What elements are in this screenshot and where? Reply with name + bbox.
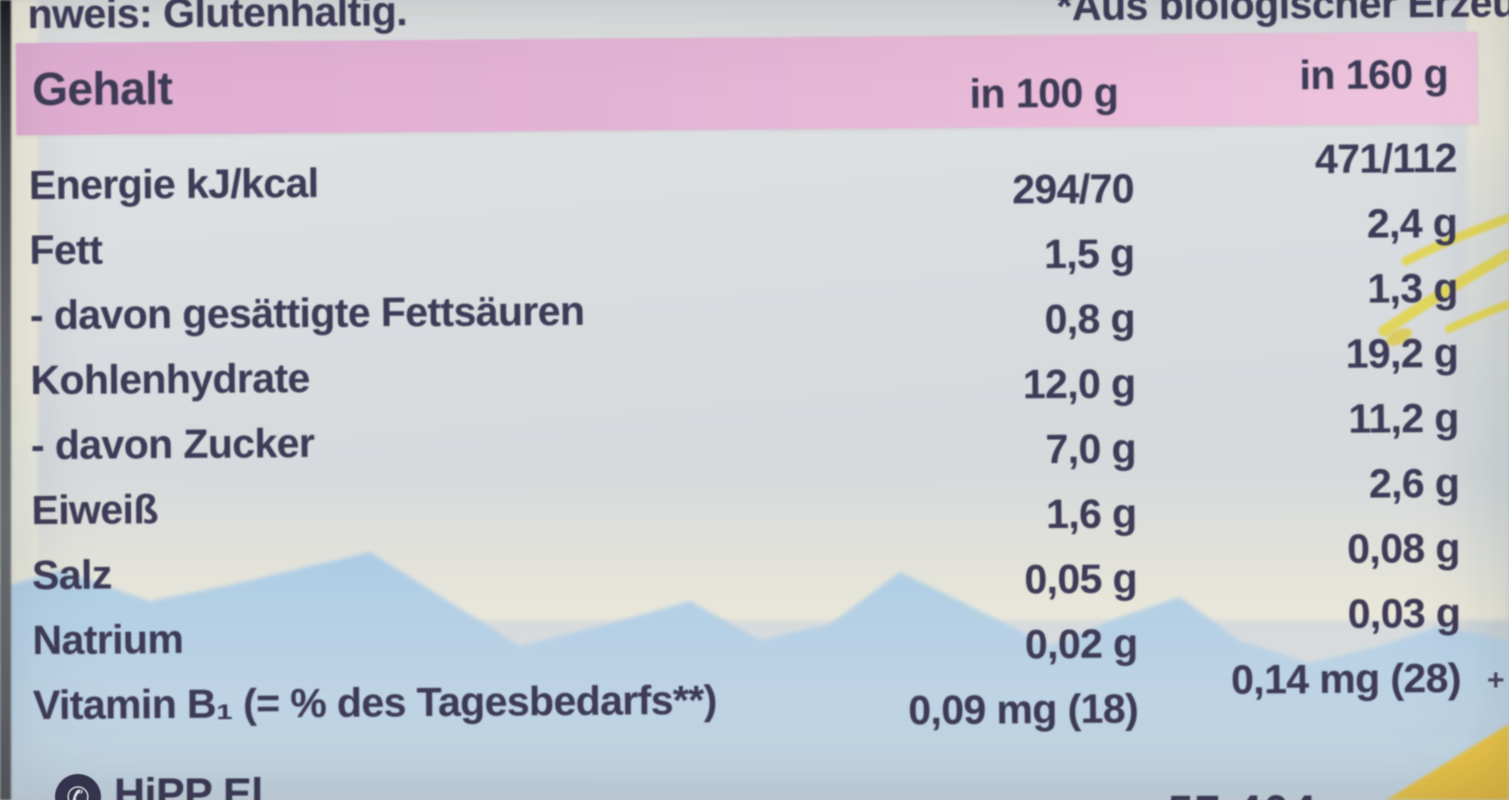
row-value-100g: 1,6 g bbox=[1045, 490, 1137, 538]
row-value-100g: 7,0 g bbox=[1045, 425, 1137, 473]
jar-edge-shadow bbox=[0, 0, 11, 800]
row-value-100g: 294/70 bbox=[1011, 165, 1135, 213]
row-value-160g: 19,2 g bbox=[1345, 329, 1459, 377]
row-value-160g: 0,08 g bbox=[1347, 524, 1461, 572]
row-value-160g: 1,3 g bbox=[1367, 264, 1458, 312]
header-col-160g: in 160 g bbox=[1299, 50, 1449, 98]
phone-icon: ✆ bbox=[55, 774, 101, 800]
row-value-160g: 471/112 bbox=[1314, 134, 1457, 182]
row-value-160g: 2,4 g bbox=[1366, 199, 1458, 247]
label-right-cream-band bbox=[1467, 0, 1509, 760]
row-value-160g: 0,03 g bbox=[1347, 589, 1461, 637]
row-value-160g: 0,14 mg (28) bbox=[1230, 654, 1462, 703]
nutrition-header-bar: Gehalt in 100 g in 160 g bbox=[15, 31, 1479, 136]
row-label: Vitamin B₁ (= % des Tagesbedarfs**) bbox=[32, 676, 717, 729]
origin-note: *Aus biologischer Erzeu bbox=[1056, 0, 1509, 29]
row-label: Energie kJ/kcal bbox=[28, 159, 319, 209]
brand-text-partial: HiPP El bbox=[114, 770, 263, 800]
row-value-100g: 0,02 g bbox=[1024, 620, 1138, 668]
row-value-160g: 2,6 g bbox=[1368, 459, 1460, 507]
table-row-vitamin-b1: Vitamin B₁ (= % des Tagesbedarfs**) 0,09… bbox=[32, 655, 1461, 738]
row-value-100g: 12,0 g bbox=[1022, 360, 1136, 408]
allergen-note: nweis: Glutenhaltig. bbox=[27, 0, 408, 38]
partial-digits: 57 404 bbox=[1168, 786, 1318, 800]
row-label: Natrium bbox=[32, 615, 184, 664]
row-label: Fett bbox=[29, 226, 103, 274]
header-gehalt: Gehalt bbox=[31, 61, 173, 116]
row-value-160g: 11,2 g bbox=[1348, 394, 1459, 442]
row-label: Salz bbox=[31, 551, 112, 599]
edge-plus-mark: + bbox=[1487, 664, 1505, 697]
row-value-100g: 0,8 g bbox=[1044, 295, 1136, 343]
nutrition-table: Energie kJ/kcal 294/70 471/112 Fett 1,5 … bbox=[28, 135, 1462, 738]
row-value-100g: 0,05 g bbox=[1024, 555, 1138, 603]
row-label: Eiweiß bbox=[31, 486, 158, 534]
row-label: Kohlenhydrate bbox=[30, 354, 310, 404]
header-col-100g: in 100 g bbox=[969, 69, 1119, 117]
row-value-100g: 0,09 mg (18) bbox=[908, 685, 1139, 734]
row-value-100g: 1,5 g bbox=[1043, 230, 1135, 278]
row-label: - davon Zucker bbox=[30, 419, 315, 469]
row-label: - davon gesättigte Fettsäuren bbox=[29, 287, 585, 339]
